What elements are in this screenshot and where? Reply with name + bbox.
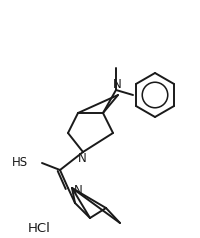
Text: HCl: HCl <box>28 222 51 234</box>
Text: HS: HS <box>12 157 28 169</box>
Text: N: N <box>113 79 121 91</box>
Text: N: N <box>74 184 83 198</box>
Text: N: N <box>78 153 86 165</box>
